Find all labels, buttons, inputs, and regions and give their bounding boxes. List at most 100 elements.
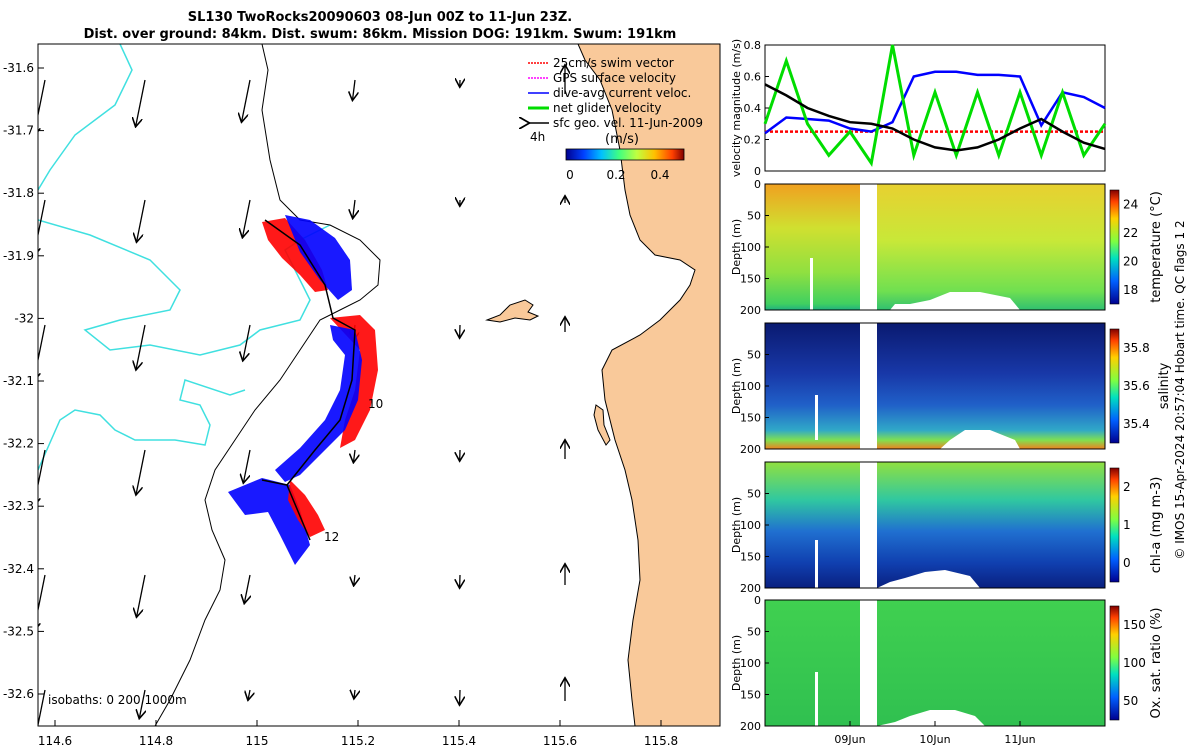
velocity-y-tick-label: 0.8 [744,39,762,52]
map-y-tick-label: -31.6 [3,61,34,75]
geo-velocity-arrow [137,574,146,616]
data-gap [815,395,818,440]
colorbar-unit-label: (m/s) [605,132,639,147]
temp-colorbar-tick-label: 20 [1123,254,1138,268]
chla-y-label: Depth (m) [730,497,743,553]
copyright-footer: © IMOS 15-Apr-2024 20:57:04 Hobart time.… [1173,220,1187,559]
salinity-field-b [877,323,1105,449]
oxy-y-tick-label: 50 [747,626,761,639]
map-y-tick-label: -32.3 [3,499,34,513]
sal-colorbar-tick-label: 35.8 [1123,341,1150,355]
velocity-y-tick-label: 0.4 [744,102,762,115]
oxy-y-tick-label: 0 [754,594,761,607]
oxygen-y-label: Depth (m) [730,635,743,691]
data-gap [860,462,877,588]
oxy-y-tick-label: 150 [740,689,761,702]
sal-y-tick-label: 150 [740,412,761,425]
chla-field-a [765,462,860,588]
temperature-colorbar-ticks: 18 20 22 24 [1123,197,1138,297]
salinity-y-label: Depth (m) [730,358,743,414]
geo-velocity-arrow [38,449,46,505]
data-gap [810,258,813,310]
map-legend: 25cm/s swim vector GPS surface velocity … [528,56,703,182]
chl-colorbar-tick-label: 1 [1123,518,1131,532]
oxygen-y-axis: 0 50 100 150 200 [740,594,769,733]
salinity-colorbar-ticks: 35.4 35.6 35.8 [1123,341,1150,431]
chla-panel: 50 100 150 200 Depth (m) 0 1 2 chl-a (mg m-3) [730,461,1164,595]
map-frame [37,43,721,727]
geo-velocity-arrow [139,689,145,717]
geo-velocity-arrow [354,449,355,462]
colorbar-tick: 0.4 [650,168,669,182]
swim-vector-band-south [288,480,325,537]
geo-velocity-arrow [354,690,355,698]
temp-y-tick-label: 200 [740,304,761,317]
geo-velocity-arrow [242,79,251,121]
time-x-tick-label: 09Jun [834,733,865,746]
map-x-axis: 114.6 114.8 115 115.2 115.4 115.6 115.8 [38,720,678,748]
sal-colorbar-tick-label: 35.6 [1123,379,1150,393]
geo-velocity-arrow [38,689,46,726]
velocity-y-axis: 0 0.2 0.4 0.6 0.8 [744,39,769,178]
isobaths-label: isobaths: 0 200 1000m [48,693,187,707]
legend-label-net: net glider velocity [553,101,661,115]
map-y-tick-label: -32.5 [3,624,34,638]
map-x-tick-label: 115.2 [341,734,375,748]
oxygen-panel: 0 50 100 150 200 Depth (m) 50 100 150 Ox. sat.… [730,594,1164,733]
chl-colorbar-tick-label: 0 [1123,556,1131,570]
geo-velocity-arrow [353,199,355,217]
map-y-tick-label: -31.7 [3,124,34,138]
map-y-tick-label: -32 [14,311,34,325]
oxy-colorbar-tick-label: 50 [1123,694,1138,708]
swim-vector-band-north [262,218,328,292]
chla-y-axis: 50 100 150 200 [740,488,769,595]
temp-colorbar-tick-label: 18 [1123,283,1138,297]
current-vector-band-north [285,215,352,300]
geo-velocity-arrow [244,574,250,602]
track-label-10: 10 [368,397,383,411]
velocity-plot-frame [764,44,1106,172]
time-x-axis: 09Jun 10Jun 11Jun [834,721,1036,746]
map-x-tick-label: 115.8 [644,734,678,748]
geo-velocity-arrow [243,324,251,360]
map-y-axis: -31.6 -31.7 -31.8 -31.9 -32 -32.1 -32.2 -32.3 -3… [3,61,44,701]
temperature-field-b [877,184,1105,310]
oxy-colorbar-tick-label: 150 [1123,618,1146,632]
geo-velocity-arrow [136,449,146,494]
temperature-field-a [765,184,860,310]
geo-velocity-arrow [248,689,250,699]
time-x-tick-label: 11Jun [1004,733,1035,746]
map-y-tick-label: -32.6 [3,687,34,701]
map-y-tick-label: -32.4 [3,562,34,576]
map-y-tick-label: -31.8 [3,186,34,200]
isobath-1000m [154,44,381,726]
sal-y-tick-label: 50 [747,349,761,362]
map-x-tick-label: 115.6 [543,734,577,748]
map-x-tick-label: 115 [246,734,269,748]
velocity-series-surface-geostrophic [764,83,1106,152]
sal-colorbar-tick-label: 35.4 [1123,417,1150,431]
legend-label-swim: 25cm/s swim vector [553,56,674,70]
time-series-panels: 0 0.2 0.4 0.6 0.8 velocity magnitude (m/s) 0… [730,39,1187,746]
geo-velocity-arrow [137,199,146,241]
temp-y-tick-label: 0 [754,178,761,191]
legend-label-current: dive-avg current veloc. [553,86,691,100]
oxygen-field-a [765,600,860,726]
map-y-tick-label: -32.1 [3,374,34,388]
velocity-series-net-glider-velocity [763,44,1107,167]
data-gap [860,323,877,449]
geo-velocity-arrow [38,79,46,135]
geo-velocity-arrow [136,79,146,126]
chl-y-tick-label: 50 [747,488,761,501]
land-area [577,44,720,726]
temp-y-tick-label: 100 [740,241,761,254]
temp-y-tick-label: 150 [740,273,761,286]
map-x-tick-label: 114.6 [38,734,72,748]
map-panel: 10 12 114.6 114.8 115 115.2 115.4 115.6 115.8 … [3,43,721,748]
geo-velocity-arrow [243,199,251,237]
velocity-colorbar [565,148,685,161]
plot-title-line2: Dist. over ground: 84km. Dist. swum: 86k… [83,27,677,42]
temperature-y-axis: 0 50 100 150 200 [740,178,769,317]
oxygen-colorbar-label: Ox. sat. ratio (%) [1149,608,1164,719]
geo-velocity-arrow [353,79,355,99]
